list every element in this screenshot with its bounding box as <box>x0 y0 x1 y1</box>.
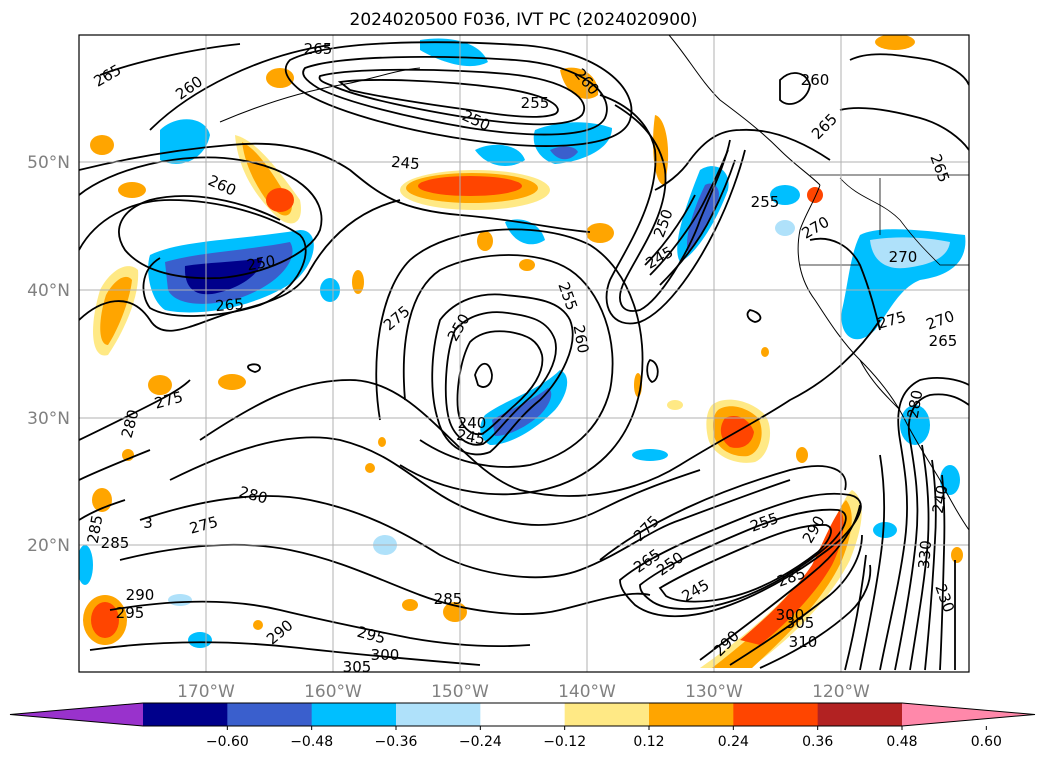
contour-label: 3 <box>143 514 153 532</box>
colorbar-segment <box>649 703 734 726</box>
colorbar-segment <box>564 703 650 726</box>
longitude-labels: 170°W 160°W 150°W 140°W 130°W 120°W <box>177 682 870 702</box>
colorbar-segment <box>733 703 819 726</box>
colorbar-segment <box>396 703 481 726</box>
graticule <box>79 35 969 672</box>
contour-label: 240 <box>458 414 487 432</box>
contour-label: 295 <box>116 604 145 622</box>
contour-label: 285 <box>84 513 107 544</box>
colorbar-tick-label: 0.48 <box>886 734 917 750</box>
lon-label: 120°W <box>812 682 870 702</box>
contour-label: 305 <box>343 658 372 676</box>
lon-label: 130°W <box>685 682 743 702</box>
contour-label: 245 <box>390 153 420 173</box>
contour-label: 270 <box>889 248 918 266</box>
map-frame <box>78 34 970 673</box>
contour-label: 300 <box>776 606 805 624</box>
contour-label: 285 <box>434 590 463 608</box>
colorbar-extend-low <box>10 703 143 726</box>
contour-label: 290 <box>126 586 155 604</box>
lat-label: 40°N <box>27 281 70 301</box>
colorbar-tick-label: 0.12 <box>633 734 664 750</box>
lon-label: 140°W <box>558 682 616 702</box>
latitude-labels: 50°N 40°N 30°N 20°N <box>27 153 70 556</box>
political-borders <box>800 174 969 266</box>
lon-label: 160°W <box>304 682 362 702</box>
contour-label: 285 <box>101 534 130 552</box>
colorbar-segment <box>143 703 228 726</box>
colorbar-tick-label: −0.12 <box>543 734 586 750</box>
contour-label: 265 <box>215 295 245 315</box>
colorbar: −0.60 −0.48 −0.36 −0.24 −0.12 0.12 0.24 0.36 0.4… <box>9 702 1036 750</box>
lon-label: 150°W <box>431 682 489 702</box>
colorbar-tick-label: −0.24 <box>459 734 502 750</box>
contour-label: 300 <box>371 646 400 664</box>
colorbar-extend-high <box>902 703 1035 726</box>
colorbar-tick-label: −0.60 <box>206 734 249 750</box>
contour-label: 305 <box>786 614 815 632</box>
contour-label: 260 <box>570 323 593 354</box>
colorbar-outline <box>9 702 1036 727</box>
contour-label: 265 <box>929 332 958 350</box>
colorbar-tick-label: 0.24 <box>718 734 749 750</box>
colorbar-segment <box>817 703 903 726</box>
contour-label: 265 <box>304 40 333 58</box>
contour-label: 330 <box>915 540 935 570</box>
colorbar-tick-label: −0.36 <box>375 734 418 750</box>
colorbar-tick-label: 0.36 <box>802 734 833 750</box>
colorbar-segment <box>480 703 566 726</box>
colorbar-tick-label: 0.60 <box>971 734 1002 750</box>
contour-label: 310 <box>789 633 818 651</box>
colorbar-segment <box>311 703 397 726</box>
contour-label: 240 <box>929 483 952 514</box>
contour-label: 255 <box>521 94 550 112</box>
coastlines <box>219 35 969 531</box>
lon-label: 170°W <box>177 682 235 702</box>
colorbar-segment <box>227 703 313 726</box>
contour-lines <box>79 41 969 671</box>
contour-label: 280 <box>904 388 927 419</box>
contour-label: 255 <box>751 193 780 211</box>
map-title: 2024020500 F036, IVT PC (2024020900) <box>349 10 698 30</box>
colorbar-tick-label: −0.48 <box>290 734 333 750</box>
contour-label: 250 <box>245 252 276 275</box>
lat-label: 30°N <box>27 409 70 429</box>
contour-label: 245 <box>455 426 486 449</box>
lat-label: 20°N <box>27 536 70 556</box>
lat-label: 50°N <box>27 153 70 173</box>
map-area: 265 260 265 255 260 250 245 260 260 265 … <box>79 35 969 676</box>
contour-label: 260 <box>801 71 830 89</box>
